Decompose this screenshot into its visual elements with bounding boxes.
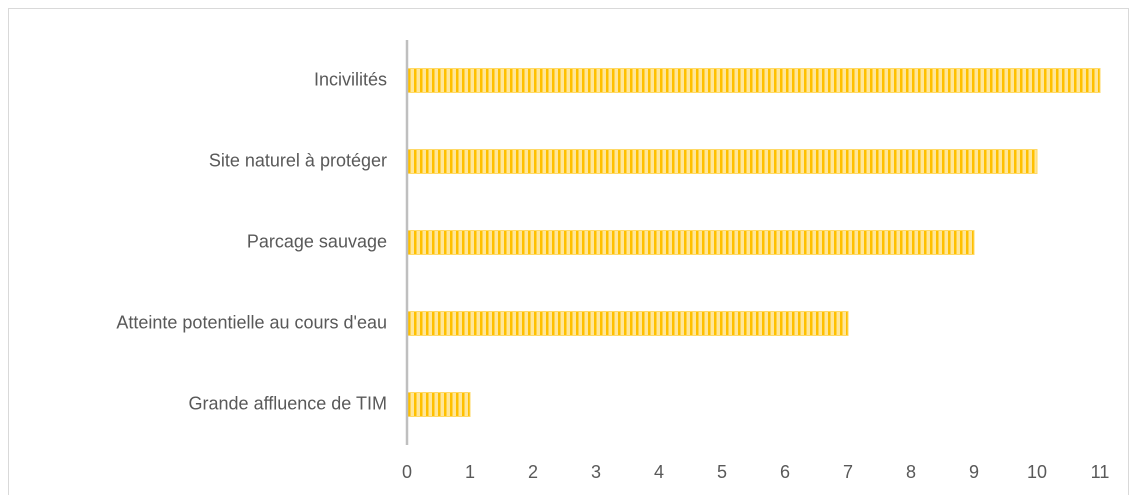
x-tick-label: 7 bbox=[843, 462, 853, 482]
bar bbox=[406, 149, 1038, 174]
bar bbox=[406, 311, 849, 336]
y-tick-label: Grande affluence de TIM bbox=[189, 393, 387, 413]
x-tick-label: 9 bbox=[969, 462, 979, 482]
bar bbox=[406, 392, 471, 417]
x-tick-label: 6 bbox=[780, 462, 790, 482]
x-tick-label: 10 bbox=[1027, 462, 1047, 482]
x-tick-label: 2 bbox=[528, 462, 538, 482]
x-tick-label: 8 bbox=[906, 462, 916, 482]
y-tick-label: Parcage sauvage bbox=[247, 231, 387, 251]
y-tick-label: Atteinte potentielle au cours d'eau bbox=[116, 312, 387, 332]
bar bbox=[406, 68, 1101, 93]
y-tick-label: Site naturel à protéger bbox=[209, 150, 387, 170]
x-tick-label: 3 bbox=[591, 462, 601, 482]
x-tick-label: 11 bbox=[1091, 462, 1110, 482]
bar bbox=[406, 230, 975, 255]
x-tick-label: 1 bbox=[465, 462, 475, 482]
x-tick-label: 4 bbox=[654, 462, 664, 482]
x-tick-label: 5 bbox=[717, 462, 727, 482]
y-tick-label: Incivilités bbox=[314, 69, 387, 89]
x-tick-label: 0 bbox=[402, 462, 412, 482]
